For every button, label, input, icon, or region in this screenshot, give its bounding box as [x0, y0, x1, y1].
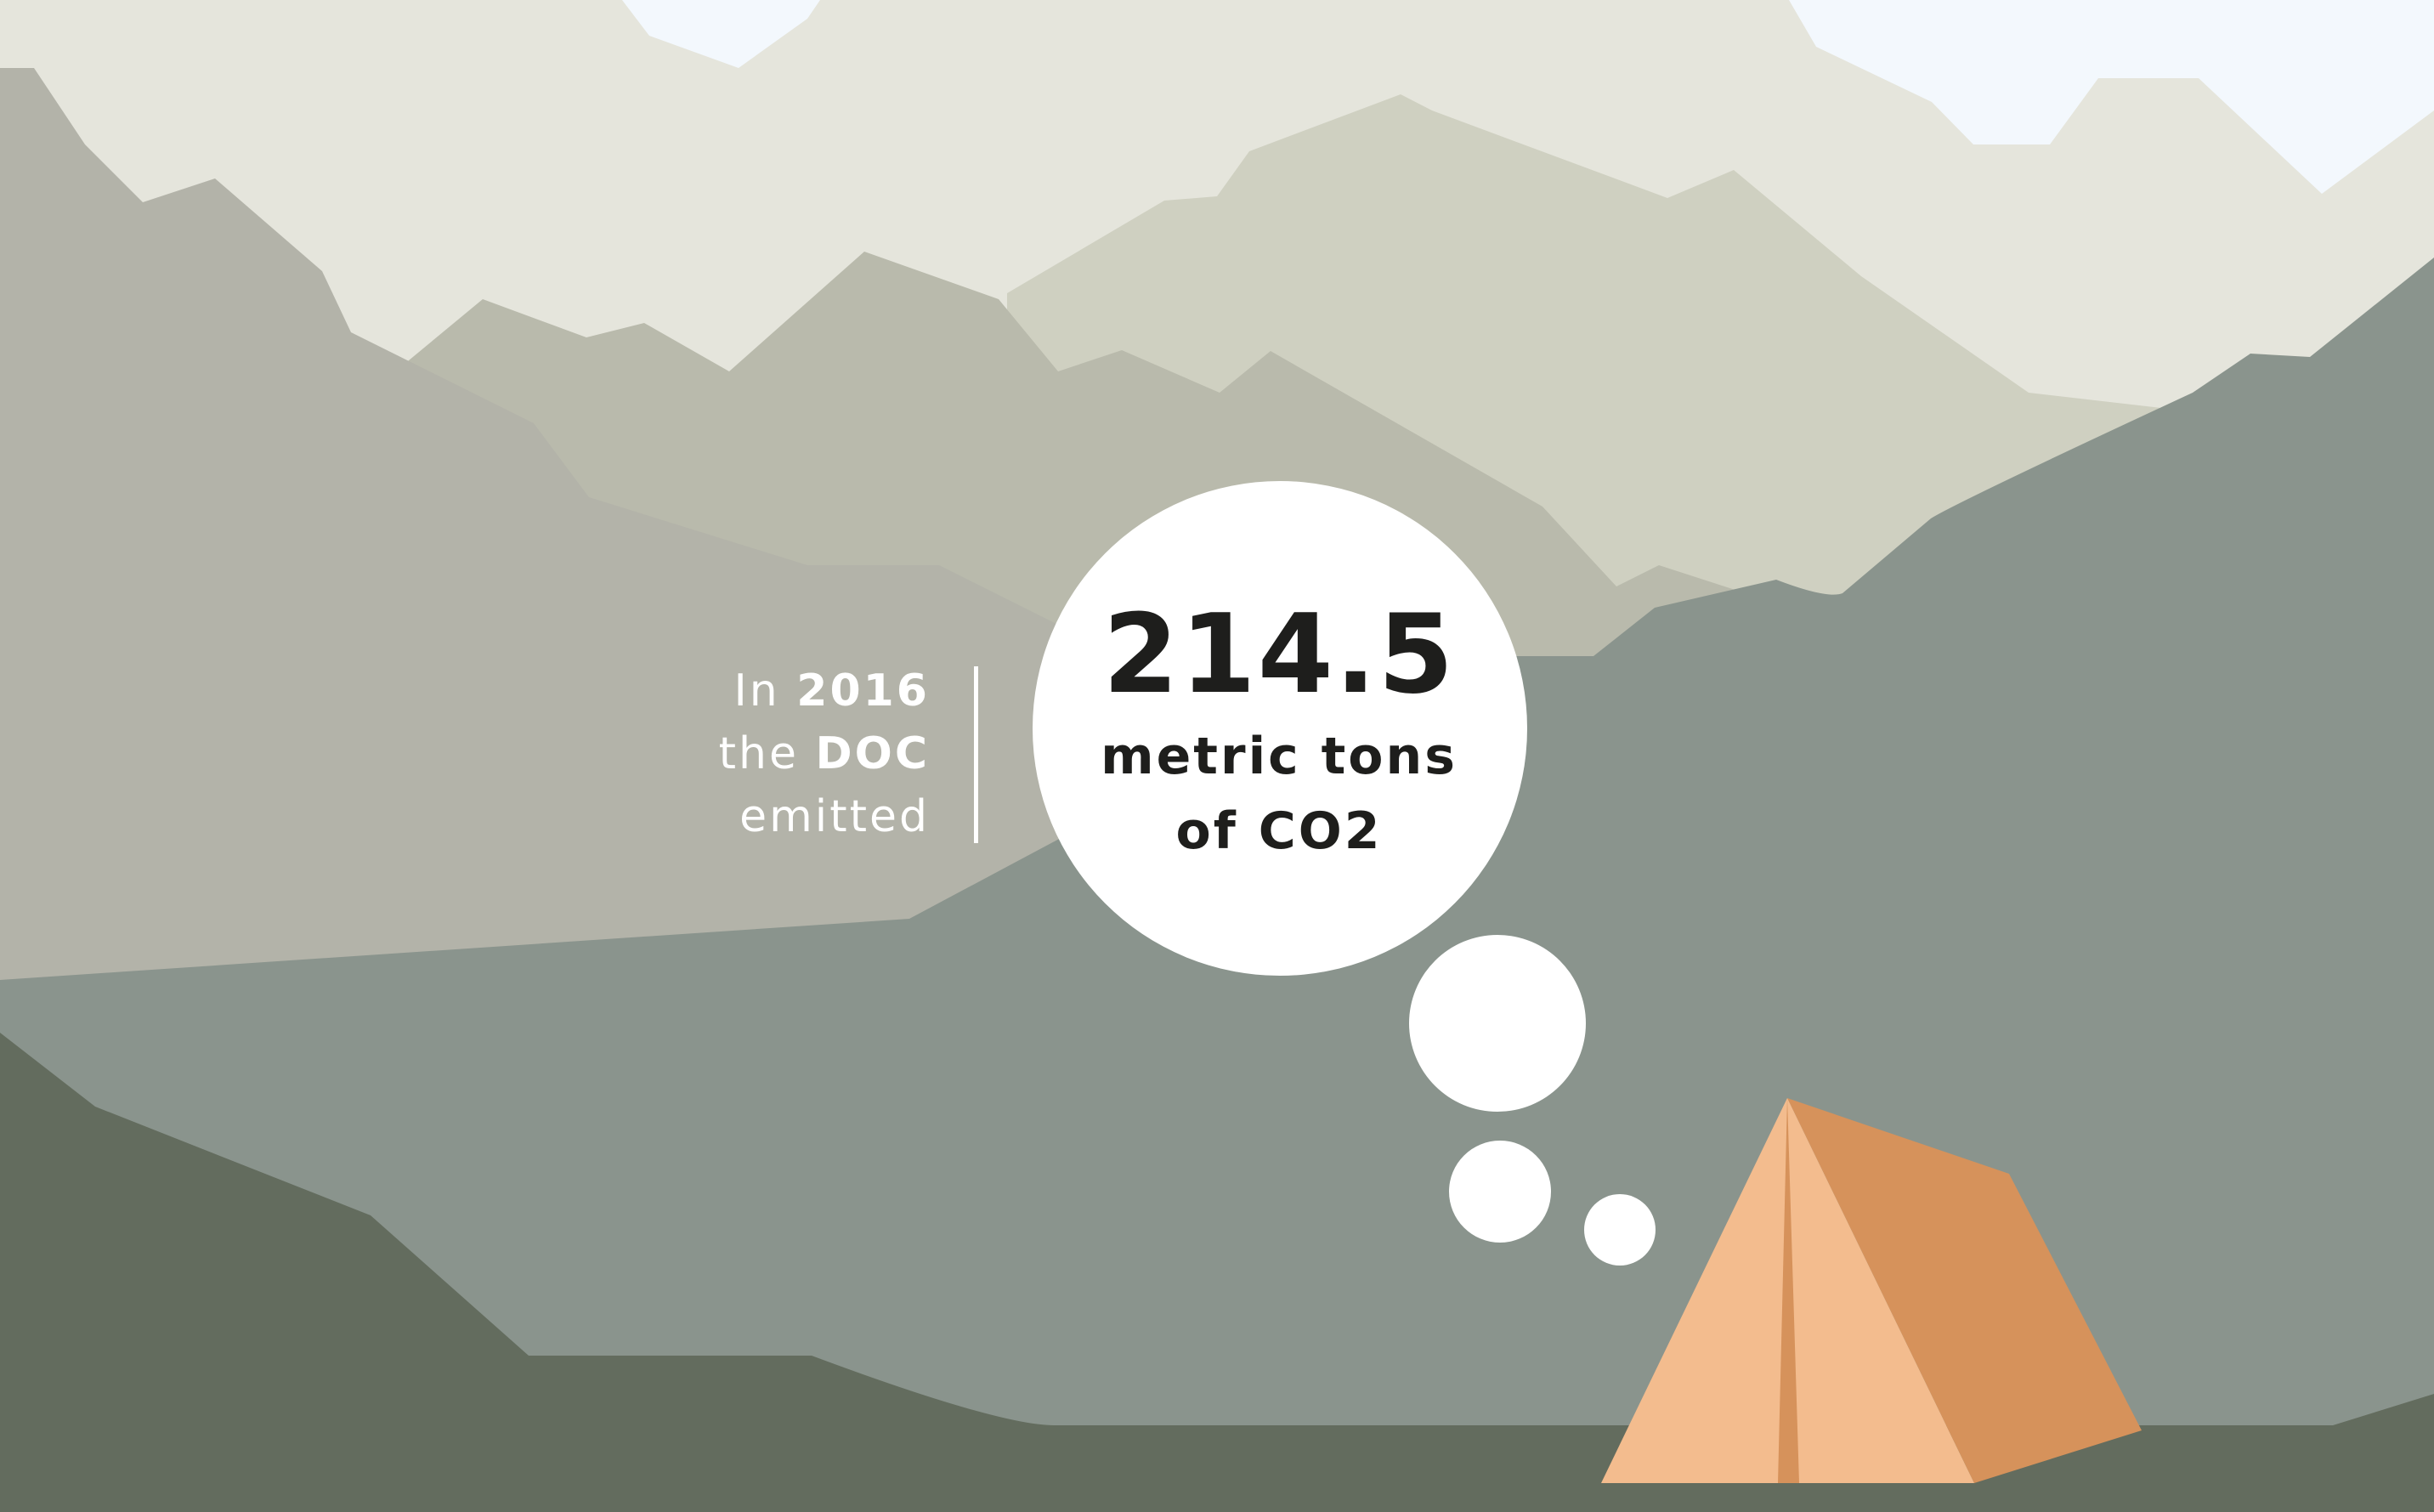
emission-value: 214.5 — [1102, 592, 1456, 718]
intro-the: the — [718, 728, 799, 779]
intro-org: DOC — [815, 728, 930, 779]
intro-in: In — [733, 665, 780, 716]
tent-icon — [1601, 1098, 2142, 1483]
intro-emitted: emitted — [739, 791, 930, 842]
intro-year: 2016 — [796, 665, 930, 716]
intro-line-3: emitted — [607, 785, 930, 848]
divider-line — [974, 666, 978, 843]
ground — [0, 1033, 2434, 1512]
thought-dot-medium — [1449, 1141, 1551, 1243]
intro-text: In 2016 the DOC emitted — [607, 660, 930, 848]
thought-dot-large — [1409, 935, 1586, 1112]
emission-substance: of CO2 — [1175, 801, 1383, 861]
emission-unit: metric tons — [1101, 727, 1458, 786]
intro-line-1: In 2016 — [607, 660, 930, 722]
emission-figure: 214.5 metric tons of CO2 — [1032, 592, 1526, 869]
thought-dot-small — [1584, 1194, 1656, 1266]
thought-bubble — [1033, 481, 1527, 976]
intro-line-2: the DOC — [607, 722, 930, 785]
